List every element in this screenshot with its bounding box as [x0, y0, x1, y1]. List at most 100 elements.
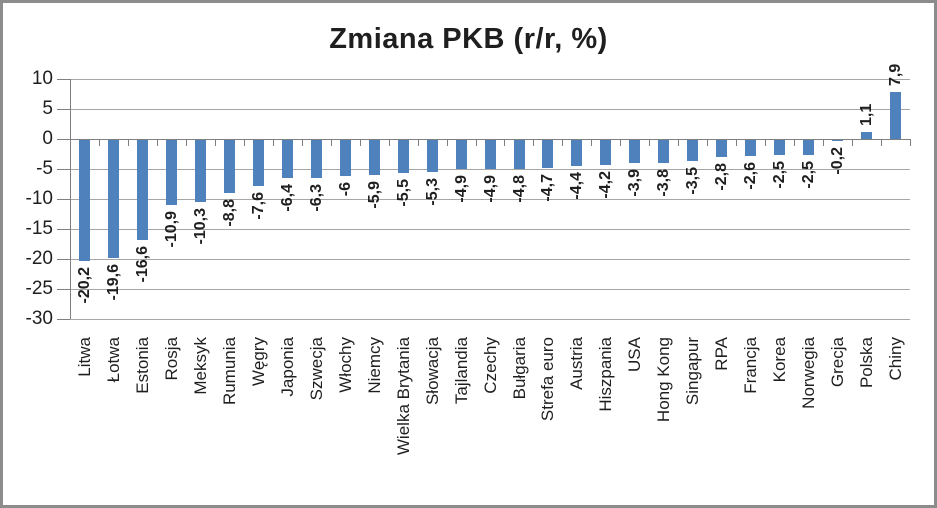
bar	[484, 140, 496, 170]
x-axis-tick	[185, 139, 187, 146]
bar-value-label: -10,9	[162, 211, 180, 248]
x-axis-category-label: Hong Kong	[654, 337, 674, 423]
y-axis-tick	[57, 289, 70, 290]
y-axis-tick	[57, 259, 70, 260]
bar	[223, 140, 235, 193]
chart-title: Zmiana PKB (r/r, %)	[329, 23, 608, 55]
x-axis-tick	[649, 139, 651, 146]
bar-value-label: -20,2	[76, 267, 93, 304]
bar-value-label: -4,8	[510, 174, 528, 203]
x-axis-category-label: Korea	[770, 337, 790, 383]
gridline	[70, 79, 910, 80]
bar-value-label: -6,4	[278, 184, 296, 212]
x-axis-tick	[736, 139, 738, 146]
y-axis-tick	[57, 199, 70, 200]
bar-value-label: -2,5	[771, 161, 789, 189]
x-axis-tick	[156, 139, 158, 146]
x-axis-category-label: USA	[625, 337, 645, 372]
x-axis-tick	[330, 139, 332, 146]
x-axis-category-label: Austria	[567, 337, 587, 390]
bar-value-label: -2,8	[713, 162, 731, 191]
bar-value-label: -0,2	[829, 147, 847, 175]
bar	[629, 140, 641, 164]
bar	[600, 140, 612, 166]
bar	[368, 140, 380, 176]
x-axis-tick	[533, 139, 535, 146]
y-axis-label: -15	[25, 218, 53, 239]
y-axis-label: 5	[42, 98, 53, 119]
x-axis-tick	[620, 139, 622, 146]
x-axis-tick	[446, 139, 448, 146]
x-axis-tick	[765, 139, 767, 146]
x-axis-tick	[359, 139, 361, 146]
bar	[542, 140, 554, 169]
y-axis-label: 10	[31, 68, 53, 89]
bar-value-label: -4,4	[568, 172, 586, 200]
x-axis-tick	[823, 139, 825, 146]
bar	[455, 140, 467, 170]
bar-value-label: -5,9	[365, 181, 383, 209]
bar-value-label: -4,9	[452, 175, 470, 203]
y-axis-label: -10	[25, 188, 53, 209]
x-axis-category-label: Hiszpania	[596, 337, 616, 412]
x-axis-tick	[504, 139, 506, 146]
x-axis-tick	[98, 139, 100, 146]
bar-value-label: -2,5	[800, 161, 818, 189]
bar	[513, 140, 525, 169]
gridline	[70, 289, 910, 290]
bar	[687, 140, 699, 161]
bar	[79, 140, 90, 262]
x-axis-category-label: Grecja	[828, 337, 848, 388]
bar	[832, 140, 844, 142]
y-axis-label: -30	[25, 308, 53, 329]
y-axis-tick	[57, 79, 70, 80]
bar	[774, 140, 786, 155]
bar	[281, 140, 293, 179]
x-axis-tick	[417, 139, 419, 146]
gridline	[70, 229, 910, 230]
bar-value-label: -3,8	[655, 168, 673, 197]
x-axis-category-label: Strefa euro	[538, 337, 558, 422]
x-axis-tick	[794, 139, 796, 146]
x-axis-tick	[272, 139, 274, 146]
bar-value-label: -16,6	[133, 245, 151, 283]
bar-value-label: -10,3	[191, 207, 209, 245]
x-axis-tick	[707, 139, 709, 146]
x-axis-tick	[214, 139, 216, 146]
gridline	[70, 199, 910, 200]
bar-value-label: -19,6	[104, 263, 122, 301]
y-axis-label: 0	[42, 128, 53, 149]
bar-value-label: -4,7	[539, 174, 557, 202]
bar	[252, 140, 264, 186]
x-axis-tick	[678, 139, 680, 146]
x-axis-tick	[243, 139, 245, 146]
x-axis-category-label: Bułgaria	[509, 337, 529, 400]
gridline	[70, 319, 910, 320]
bar-value-label: -6,3	[307, 183, 325, 212]
bar-value-label: 7,9	[887, 63, 904, 86]
x-axis-category-label: RPA	[712, 337, 732, 371]
bar	[165, 140, 177, 206]
bar	[803, 140, 815, 155]
gridline	[70, 109, 910, 110]
bar-value-label: 1,1	[858, 104, 876, 127]
x-axis-category-label: Węgry	[248, 337, 268, 387]
y-axis-tick	[57, 229, 70, 230]
x-axis-tick	[475, 139, 477, 146]
x-axis-category-label: Estonia	[132, 337, 152, 394]
x-axis-category-label: Włochy	[335, 337, 355, 393]
x-axis-category-label: Tajlandia	[451, 337, 471, 405]
bar	[571, 140, 583, 167]
x-axis-category-label: Norwegia	[799, 337, 819, 409]
x-axis-tick	[388, 139, 390, 146]
x-axis-tick	[591, 139, 593, 146]
x-axis-category-label: Litwa	[75, 337, 94, 377]
y-axis-tick	[57, 139, 70, 140]
x-axis-category-label: Niemcy	[364, 337, 384, 394]
gridline	[70, 259, 910, 260]
bar-value-label: -3,5	[684, 167, 702, 195]
y-axis-label: -20	[25, 248, 53, 269]
y-axis-line	[70, 79, 71, 319]
bar	[136, 140, 148, 240]
